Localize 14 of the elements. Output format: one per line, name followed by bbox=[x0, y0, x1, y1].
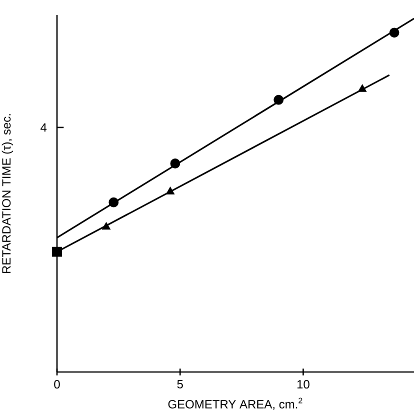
x-axis-title: GEOMETRY AREA, cm.$^{2}$ bbox=[168, 398, 302, 410]
text: 4 bbox=[40, 123, 47, 132]
x-tick-label: 0 bbox=[54, 380, 60, 389]
y-axis-title: RETARDATION TIME (τ), sec. bbox=[2, 114, 14, 273]
x-tick-label: 5 bbox=[177, 380, 183, 388]
point bbox=[166, 186, 175, 194]
point bbox=[52, 246, 62, 257]
x-tick-label: 10 bbox=[297, 380, 310, 389]
point bbox=[274, 94, 284, 105]
point bbox=[108, 197, 119, 208]
point bbox=[102, 222, 111, 230]
point bbox=[170, 158, 180, 168]
point bbox=[358, 84, 367, 92]
point bbox=[389, 28, 400, 38]
